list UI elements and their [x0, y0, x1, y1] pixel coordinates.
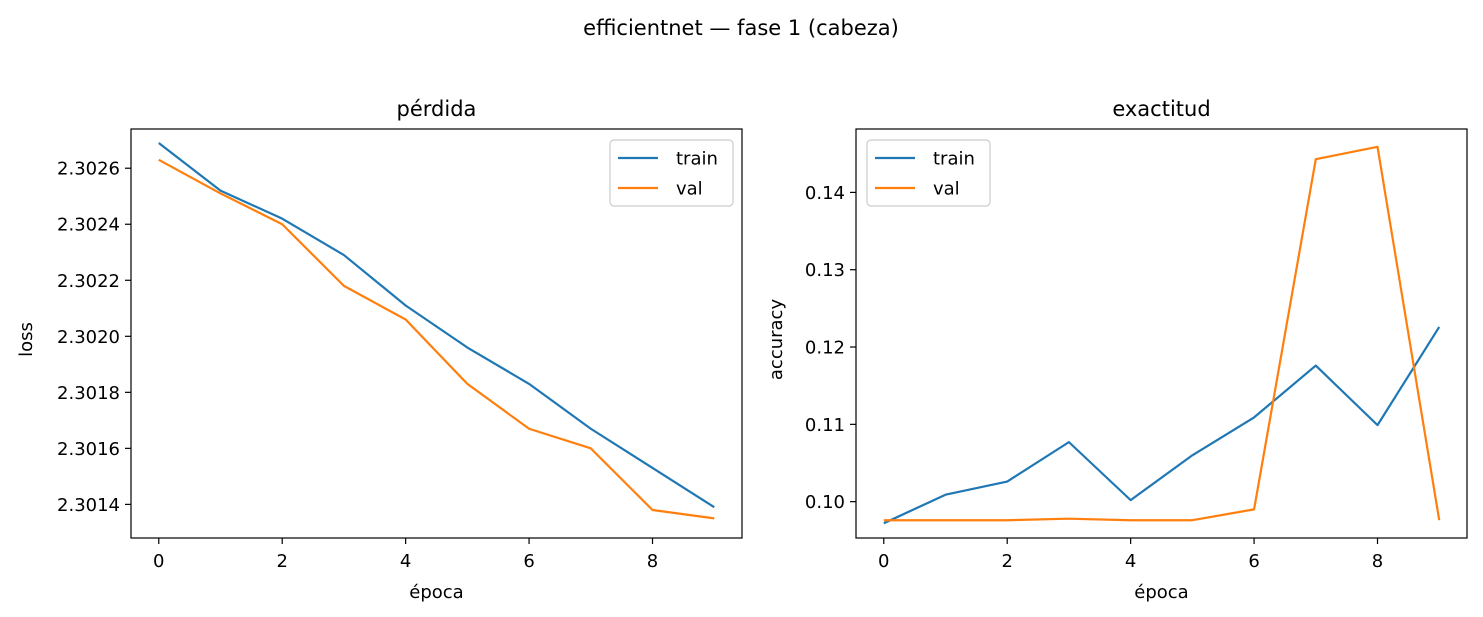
- legend: train val: [609, 139, 734, 207]
- series-line-train: [883, 326, 1441, 525]
- legend-box: [866, 139, 991, 207]
- y-tick-label: 2.3020: [57, 327, 120, 348]
- panel-title: exactitud: [1112, 97, 1210, 121]
- legend-label-val: val: [676, 179, 703, 200]
- axes-frame: [130, 128, 743, 539]
- x-tick-label: 2: [276, 551, 287, 572]
- y-axis-label: accuracy: [766, 299, 787, 381]
- x-tick-label: 8: [1372, 551, 1383, 572]
- x-tick-label: 4: [400, 551, 411, 572]
- x-tick-label: 4: [1125, 551, 1136, 572]
- series-lines: [883, 145, 1441, 525]
- legend-label-train: train: [676, 149, 718, 170]
- panel-title: pérdida: [397, 97, 477, 121]
- x-tick-label: 6: [1248, 551, 1259, 572]
- series-line-val: [158, 158, 715, 520]
- series-line-val: [883, 145, 1441, 522]
- y-tick-label: 2.3016: [57, 439, 120, 460]
- legend-label-val: val: [933, 179, 960, 200]
- y-tick-label: 0.11: [805, 415, 845, 436]
- series-lines: [158, 142, 715, 520]
- x-axis-label: época: [1134, 582, 1188, 603]
- x-tick-label: 2: [1001, 551, 1012, 572]
- loss-panel: 0 2 4 6 8 2.3014 2.3016 2.3018 2.3020 2.3022 2.302…: [16, 97, 743, 603]
- x-tick-label: 8: [647, 551, 658, 572]
- legend: train val: [866, 139, 991, 207]
- y-axis-label: loss: [16, 322, 37, 357]
- y-tick-label: 2.3024: [57, 215, 120, 236]
- y-tick-label: 2.3026: [57, 159, 120, 180]
- figure-suptitle: efficientnet — fase 1 (cabeza): [583, 16, 899, 40]
- y-tick-label: 0.14: [805, 183, 845, 204]
- accuracy-panel: 0 2 4 6 8 0.10 0.11 0.12 0.13 0.14 exactitud época a…: [766, 97, 1468, 603]
- y-tick-label: 2.3022: [57, 271, 120, 292]
- x-tick-label: 0: [153, 551, 164, 572]
- legend-label-train: train: [933, 149, 975, 170]
- y-tick-label: 0.10: [805, 492, 845, 513]
- axes-frame: [855, 128, 1468, 539]
- x-axis-label: época: [409, 582, 463, 603]
- y-tick-label: 0.12: [805, 338, 845, 359]
- x-tick-label: 6: [523, 551, 534, 572]
- legend-box: [609, 139, 734, 207]
- y-tick-label: 0.13: [805, 260, 845, 281]
- series-line-train: [158, 142, 715, 509]
- y-tick-label: 2.3014: [57, 495, 120, 516]
- x-tick-label: 0: [878, 551, 889, 572]
- y-tick-label: 2.3018: [57, 383, 120, 404]
